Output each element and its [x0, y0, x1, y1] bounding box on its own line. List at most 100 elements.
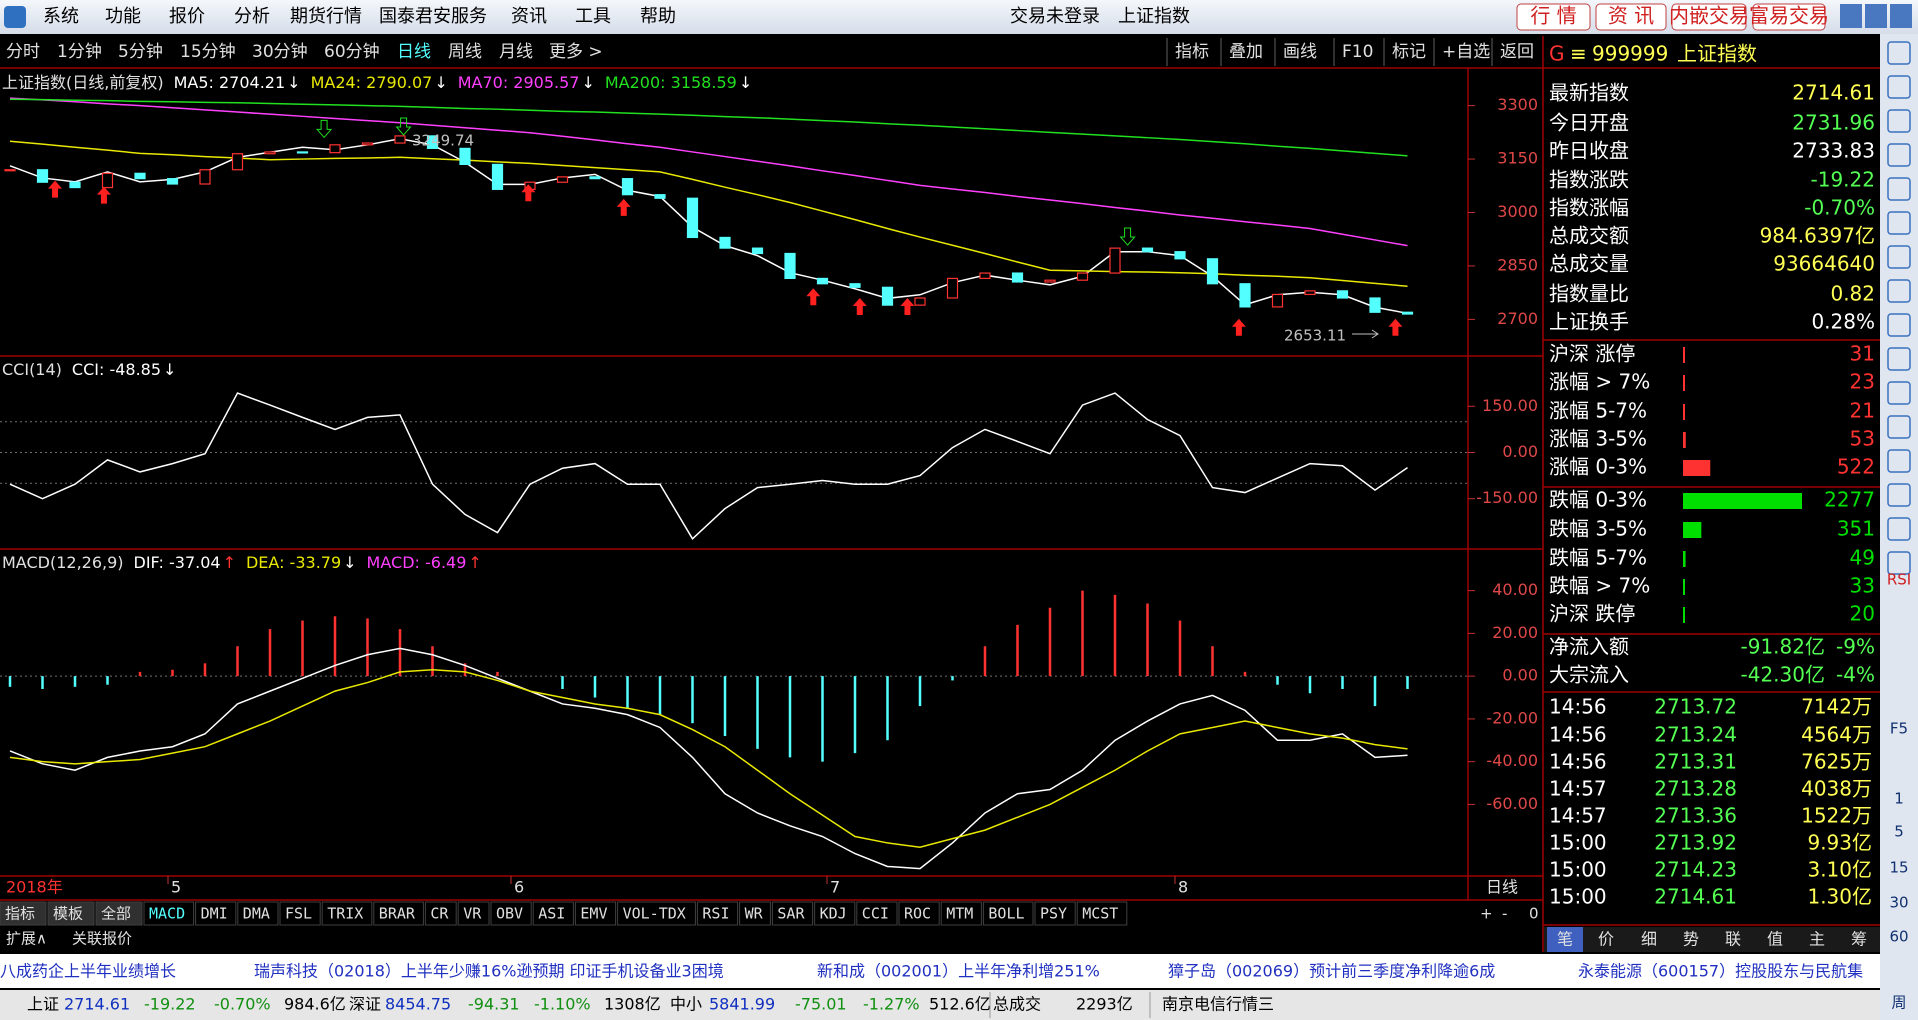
panel-tab[interactable]: 细 [1641, 930, 1657, 949]
side-icon[interactable] [1887, 517, 1911, 541]
indicator-tab[interactable]: 模板 [53, 905, 83, 923]
period-tab[interactable]: 分时 [6, 42, 40, 62]
indicator-tab[interactable]: PSY [1040, 905, 1067, 923]
indicator-tab-bg[interactable] [574, 901, 617, 926]
panel-tab[interactable]: 价 [1598, 930, 1614, 949]
indicator-tab[interactable]: DMA [243, 905, 270, 923]
indicator-tab-bg[interactable] [696, 901, 739, 926]
menu-item[interactable]: 功能 [105, 6, 141, 27]
news-item[interactable]: 獐子岛（002069）预计前三季度净利降逾6成 [1168, 962, 1495, 981]
side-button[interactable]: F5 [1890, 720, 1908, 738]
period-tab[interactable]: 5分钟 [118, 42, 163, 62]
indicator-tab[interactable]: CCI [862, 905, 889, 923]
side-icon[interactable] [1887, 313, 1911, 337]
side-button[interactable]: 1 [1894, 790, 1904, 808]
indicator-tab-bg[interactable] [279, 901, 321, 926]
menu-item[interactable]: 资讯 [511, 6, 547, 27]
tool-button[interactable]: 指标 [1175, 42, 1209, 62]
side-button[interactable]: 30 [1889, 894, 1908, 912]
panel-tab[interactable]: 势 [1683, 930, 1699, 949]
period-tab[interactable]: 周线 [448, 42, 482, 62]
indicator-tab-bg[interactable] [0, 901, 47, 926]
period-tab[interactable]: 月线 [499, 42, 533, 62]
panel-tab[interactable]: 笔 [1557, 930, 1573, 949]
side-icon[interactable] [1887, 279, 1911, 303]
indicator-tab-bg[interactable] [373, 901, 424, 926]
side-icon[interactable] [1887, 41, 1911, 65]
menu-item[interactable]: 期货行情 [290, 6, 362, 27]
menu-item[interactable]: 报价 [169, 6, 205, 27]
menu-item[interactable]: 系统 [43, 6, 79, 27]
indicator-tab[interactable]: FSL [285, 905, 312, 923]
indicator-tab-bg[interactable] [617, 901, 696, 926]
news-item[interactable]: 新和成（002001）上半年净利增251% [817, 962, 1100, 981]
period-tab[interactable]: 15分钟 [180, 42, 236, 62]
indicator-tab-bg[interactable] [940, 901, 982, 926]
tool-button[interactable]: 叠加 [1229, 42, 1263, 62]
side-icon[interactable] [1887, 381, 1911, 405]
indicator-tab-bg[interactable] [490, 901, 532, 926]
indicator-tab-bg[interactable] [1034, 901, 1076, 926]
top-button[interactable] [1516, 3, 1591, 31]
period-tab[interactable]: 30分钟 [252, 42, 308, 62]
side-button[interactable]: 15 [1889, 859, 1908, 877]
news-item[interactable]: 八成药企上半年业绩增长 [0, 962, 176, 981]
tool-button[interactable]: +自选 [1442, 42, 1490, 62]
indicator-tab[interactable]: BRAR [379, 905, 416, 923]
side-icon[interactable] [1887, 75, 1911, 99]
side-icon[interactable] [1887, 211, 1911, 235]
indicator-tab-bg[interactable] [898, 901, 940, 926]
indicator-tab[interactable]: WR [745, 905, 764, 923]
tab-control[interactable]: + [1480, 905, 1493, 923]
top-button-label[interactable]: 内嵌交易 [1669, 4, 1749, 28]
indicator-tab[interactable]: MTM [946, 905, 973, 923]
menu-item[interactable]: 工具 [575, 6, 611, 27]
indicator-tab[interactable]: 指标 [5, 905, 35, 923]
news-item[interactable]: 永泰能源（600157）控股股东与民航集 [1578, 962, 1863, 981]
panel-tab[interactable]: 联 [1725, 930, 1741, 949]
top-button[interactable] [1595, 3, 1667, 31]
period-tab[interactable]: 日线 [397, 42, 431, 62]
indicator-tab[interactable]: CR [430, 905, 449, 923]
indicator-tab[interactable]: ROC [904, 905, 931, 923]
side-button[interactable]: 周 [1891, 994, 1906, 1012]
panel-tab[interactable]: 主 [1809, 930, 1825, 949]
top-button-label[interactable]: 富易交易 [1749, 4, 1829, 28]
indicator-tab[interactable]: DMI [201, 905, 228, 923]
close-button[interactable] [1890, 4, 1912, 28]
menu-item[interactable]: 分析 [234, 6, 270, 27]
indicator-tab-bg[interactable] [1076, 901, 1128, 926]
menu-item[interactable]: 国泰君安服务 [379, 6, 487, 27]
indicator-tab[interactable]: OBV [496, 905, 523, 923]
side-icon[interactable] [1887, 109, 1911, 133]
top-button-label[interactable]: 行 情 [1530, 4, 1576, 28]
indicator-tab[interactable]: TRIX [327, 905, 363, 923]
indicator-tab[interactable]: RSI [702, 905, 729, 923]
side-button[interactable]: RSI [1887, 571, 1911, 589]
indicator-tab-bg[interactable] [532, 901, 574, 926]
tool-button[interactable]: F10 [1342, 42, 1373, 62]
tab-control[interactable]: 0 [1529, 905, 1539, 923]
maximize-button[interactable] [1865, 4, 1887, 28]
indicator-tab-bg[interactable] [856, 901, 898, 926]
side-icon[interactable] [1887, 415, 1911, 439]
indicator-tab-bg[interactable] [143, 901, 195, 926]
minimize-button[interactable] [1840, 4, 1862, 28]
indicator-tab-bg[interactable] [47, 901, 95, 926]
panel-tab[interactable]: 值 [1767, 930, 1783, 949]
indicator-tab[interactable]: ASI [538, 905, 565, 923]
tab-control[interactable]: - [1502, 905, 1507, 923]
indicator-tab-bg[interactable] [982, 901, 1034, 926]
indicator-tab[interactable]: MCST [1082, 905, 1118, 923]
indicator-tab[interactable]: VOL-TDX [623, 905, 686, 923]
indicator-tab-bg[interactable] [195, 901, 237, 926]
indicator-tab[interactable]: SAR [777, 905, 805, 923]
indicator-tab[interactable]: BOLL [988, 905, 1024, 923]
indicator-tab[interactable]: 全部 [101, 905, 131, 923]
side-icon[interactable] [1887, 347, 1911, 371]
top-button-label[interactable]: 资 讯 [1608, 4, 1654, 28]
indicator-tab-bg[interactable] [739, 901, 771, 926]
news-item[interactable]: 瑞声科技（02018）上半年少赚16%逊预期 印证手机设备业3困境 [254, 962, 724, 981]
indicator-tab[interactable]: EMV [580, 905, 607, 923]
tool-button[interactable]: 返回 [1500, 42, 1534, 62]
